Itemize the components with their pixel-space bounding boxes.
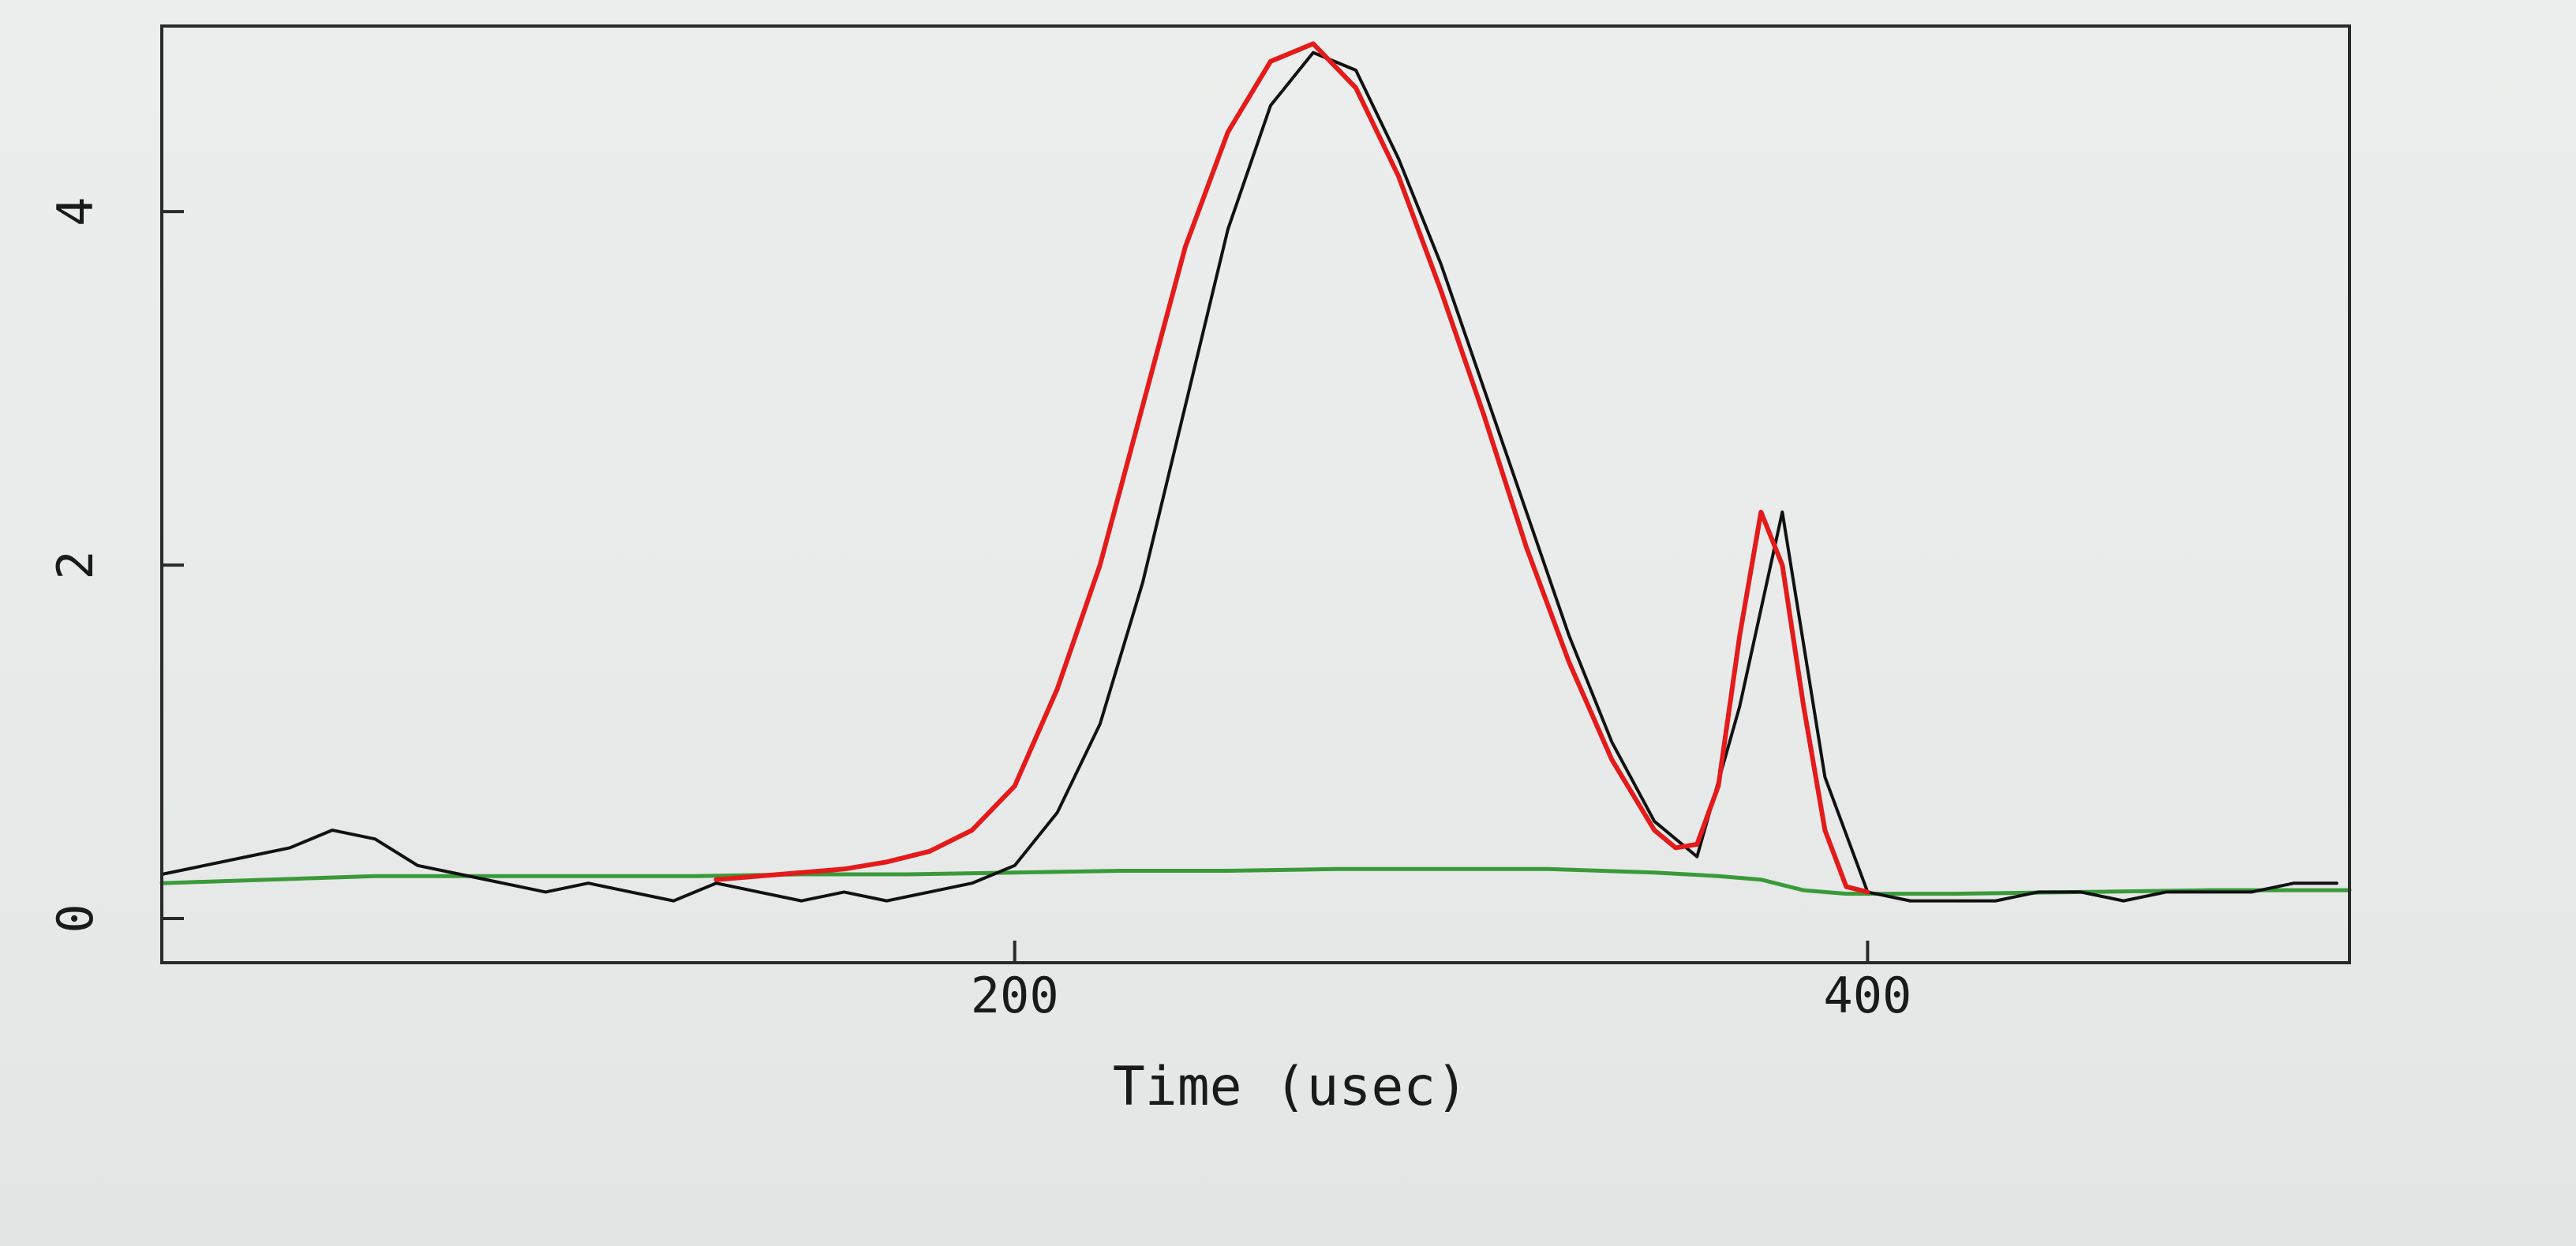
measured-line	[160, 51, 2338, 903]
series-measured-black	[160, 51, 2338, 903]
x-axis-labels: 200 400	[971, 967, 1912, 1024]
x-tick-label-200: 200	[971, 967, 1059, 1024]
y-tick-label-0: 0	[47, 904, 104, 933]
y-axis-grid	[162, 210, 184, 921]
y-axis-labels: 0 2 4	[47, 196, 104, 933]
fit-line	[713, 41, 1870, 895]
series-fit-red	[713, 41, 1870, 895]
plot-frame	[160, 24, 2351, 964]
y-tick-label-4: 4	[47, 196, 104, 226]
x-tick-label-400: 400	[1823, 967, 1911, 1024]
x-axis-title: Time (usec)	[1113, 1056, 1468, 1118]
y-tick-label-2: 2	[47, 550, 104, 579]
x-axis-grid	[1013, 941, 1870, 963]
